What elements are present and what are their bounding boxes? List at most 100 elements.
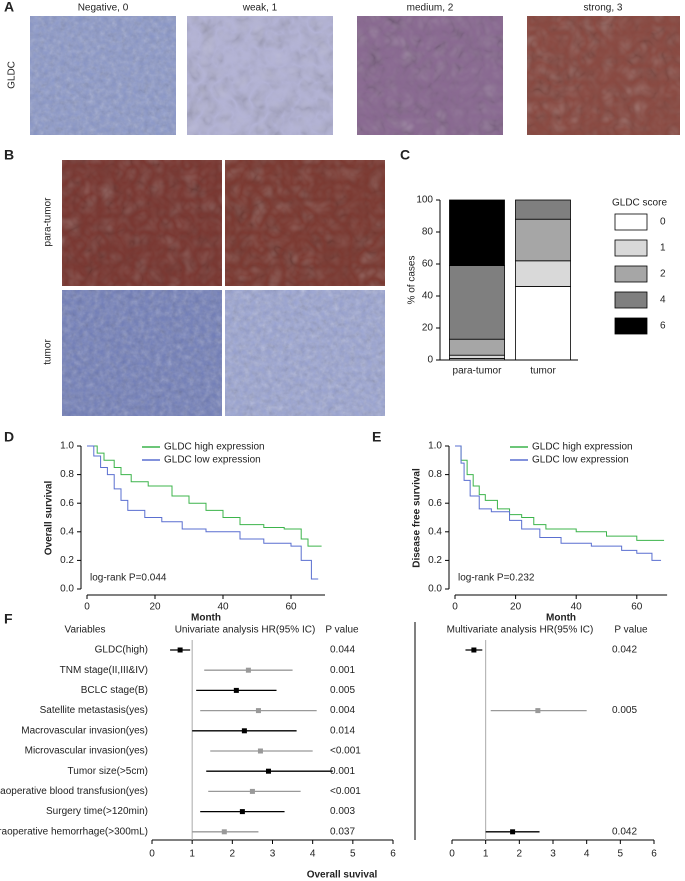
bar-segment [449, 199, 505, 266]
legend-swatch [614, 265, 648, 283]
y-tick-label: 0.2 [60, 555, 74, 566]
variable-label: Tumor size(>5cm) [68, 766, 148, 777]
legend-label: 1 [660, 243, 666, 254]
hr-point [249, 788, 255, 794]
x-tick-label: para-tumor [453, 366, 503, 377]
marker-label: GLDC [7, 61, 18, 89]
panel-a: A GLDC Negative, 0 weak, 1 medium, 2 str… [4, 0, 680, 135]
x-axis-label: Month [191, 613, 221, 624]
x-tick-label: 20 [149, 602, 161, 613]
p-value: 0.005 [330, 685, 355, 696]
panel-label: F [4, 611, 13, 627]
y-tick-label: 0.4 [60, 526, 74, 537]
legend-label: GLDC high expression [164, 442, 265, 453]
hr-point [265, 768, 271, 774]
x-tick-label: 60 [285, 602, 297, 613]
legend-label: GLDC low expression [532, 455, 629, 466]
p-header: P value [325, 625, 359, 636]
bar-segment [515, 260, 571, 287]
x-tick-label: 2 [230, 849, 236, 860]
survival-curve [87, 445, 322, 547]
x-tick-label: 0 [84, 602, 90, 613]
variable-label: Microvascular invasion(yes) [25, 746, 148, 757]
row-label: tumor [43, 339, 54, 365]
texture [357, 16, 503, 135]
p-value: 0.042 [612, 645, 637, 656]
x-tick-label: 4 [584, 849, 590, 860]
grade-title: medium, 2 [407, 3, 454, 14]
legend-swatch [614, 291, 648, 309]
hr-point [239, 809, 245, 815]
x-tick-label: 0 [449, 849, 455, 860]
variable-label: Satellite metastasis(yes) [40, 705, 148, 716]
hr-point [510, 829, 516, 835]
bar-segment [515, 199, 571, 220]
y-tick-label: 0.6 [428, 498, 442, 509]
panel-label: C [400, 147, 410, 163]
grade-title: weak, 1 [242, 3, 278, 14]
p-value: 0.005 [612, 705, 637, 716]
x-tick-label: 5 [350, 849, 356, 860]
panel-label: A [4, 0, 14, 15]
x-tick-label: 40 [217, 602, 229, 613]
texture [527, 16, 680, 135]
hr-point [245, 667, 251, 673]
row-label: para-tumor [43, 197, 54, 247]
y-tick-label: 1.0 [60, 441, 74, 452]
hr-point [257, 748, 263, 754]
hr-point [177, 647, 183, 653]
legend-label: 0 [660, 217, 666, 228]
legend-swatch [614, 239, 648, 257]
legend-label: 2 [660, 269, 666, 280]
grade-title: strong, 3 [584, 3, 623, 14]
variable-label: Intraoperative hemorrhage(>300mL) [0, 826, 148, 837]
y-tick-label: 100 [416, 195, 433, 206]
panel-label: B [4, 147, 14, 163]
panel-label: E [372, 429, 381, 445]
variable-label: BCLC stage(B) [81, 685, 148, 696]
hr-point [241, 728, 247, 734]
bar-segment [515, 218, 571, 262]
variable-label: Surgery time(>120min) [46, 806, 148, 817]
bar-segment [515, 285, 571, 361]
x-tick-label: 3 [270, 849, 276, 860]
x-tick-label: 60 [631, 602, 643, 613]
texture [225, 160, 385, 286]
bar-segment [449, 354, 505, 359]
hr-point [255, 708, 261, 714]
x-tick-label: 40 [571, 602, 583, 613]
x-tick-label: 20 [510, 602, 522, 613]
texture [187, 16, 333, 135]
y-tick-label: 0.2 [428, 555, 442, 566]
x-tick-label: 4 [310, 849, 316, 860]
annotation: log-rank P=0.232 [458, 573, 535, 584]
y-tick-label: 0 [427, 355, 433, 366]
y-axis-label: Overall survival [44, 481, 55, 556]
y-tick-label: 60 [422, 259, 434, 270]
y-axis-label: Disease free survival [412, 468, 423, 568]
hr-point [471, 647, 477, 653]
forest-title: Univariate analysis HR(95% IC) [175, 625, 316, 636]
annotation: log-rank P=0.044 [90, 573, 167, 584]
variable-label: GLDC(high) [95, 645, 148, 656]
variable-label: Macrovascular invasion(yes) [21, 725, 148, 736]
p-value: 0.001 [330, 766, 355, 777]
x-tick-label: tumor [530, 366, 556, 377]
y-tick-label: 0.8 [60, 469, 74, 480]
legend-swatch [614, 317, 648, 335]
x-tick-label: 1 [483, 849, 489, 860]
y-tick-label: 80 [422, 227, 434, 238]
x-tick-label: 2 [517, 849, 523, 860]
p-value: 0.004 [330, 705, 355, 716]
survival-curve [87, 445, 319, 580]
legend-label: 6 [660, 321, 666, 332]
texture [62, 160, 222, 286]
bar-segment [449, 338, 505, 356]
legend-title: GLDC score [612, 198, 667, 209]
variable-label: Intraoperative blood transfusion(yes) [0, 786, 148, 797]
panel-label: D [4, 429, 14, 445]
x-tick-label: 6 [390, 849, 396, 860]
p-value: 0.042 [612, 826, 637, 837]
y-tick-label: 20 [422, 323, 434, 334]
y-axis-label: % of cases [407, 256, 418, 305]
